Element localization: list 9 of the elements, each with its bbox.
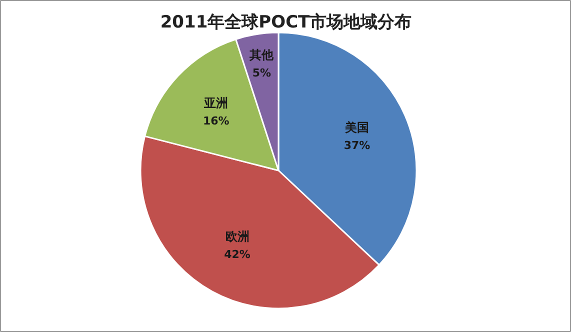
chart-title: 2011年全球POCT市场地域分布 (160, 12, 412, 32)
data-label: 42% (224, 248, 250, 261)
slice-label: 欧洲 (225, 229, 250, 244)
data-label: 37% (344, 139, 370, 152)
slice-label: 其他 (248, 48, 275, 62)
slice-label: 美国 (344, 120, 370, 135)
slice-label: 亚洲 (203, 96, 228, 110)
data-label: 16% (202, 114, 230, 128)
data-label: 5% (252, 66, 272, 80)
